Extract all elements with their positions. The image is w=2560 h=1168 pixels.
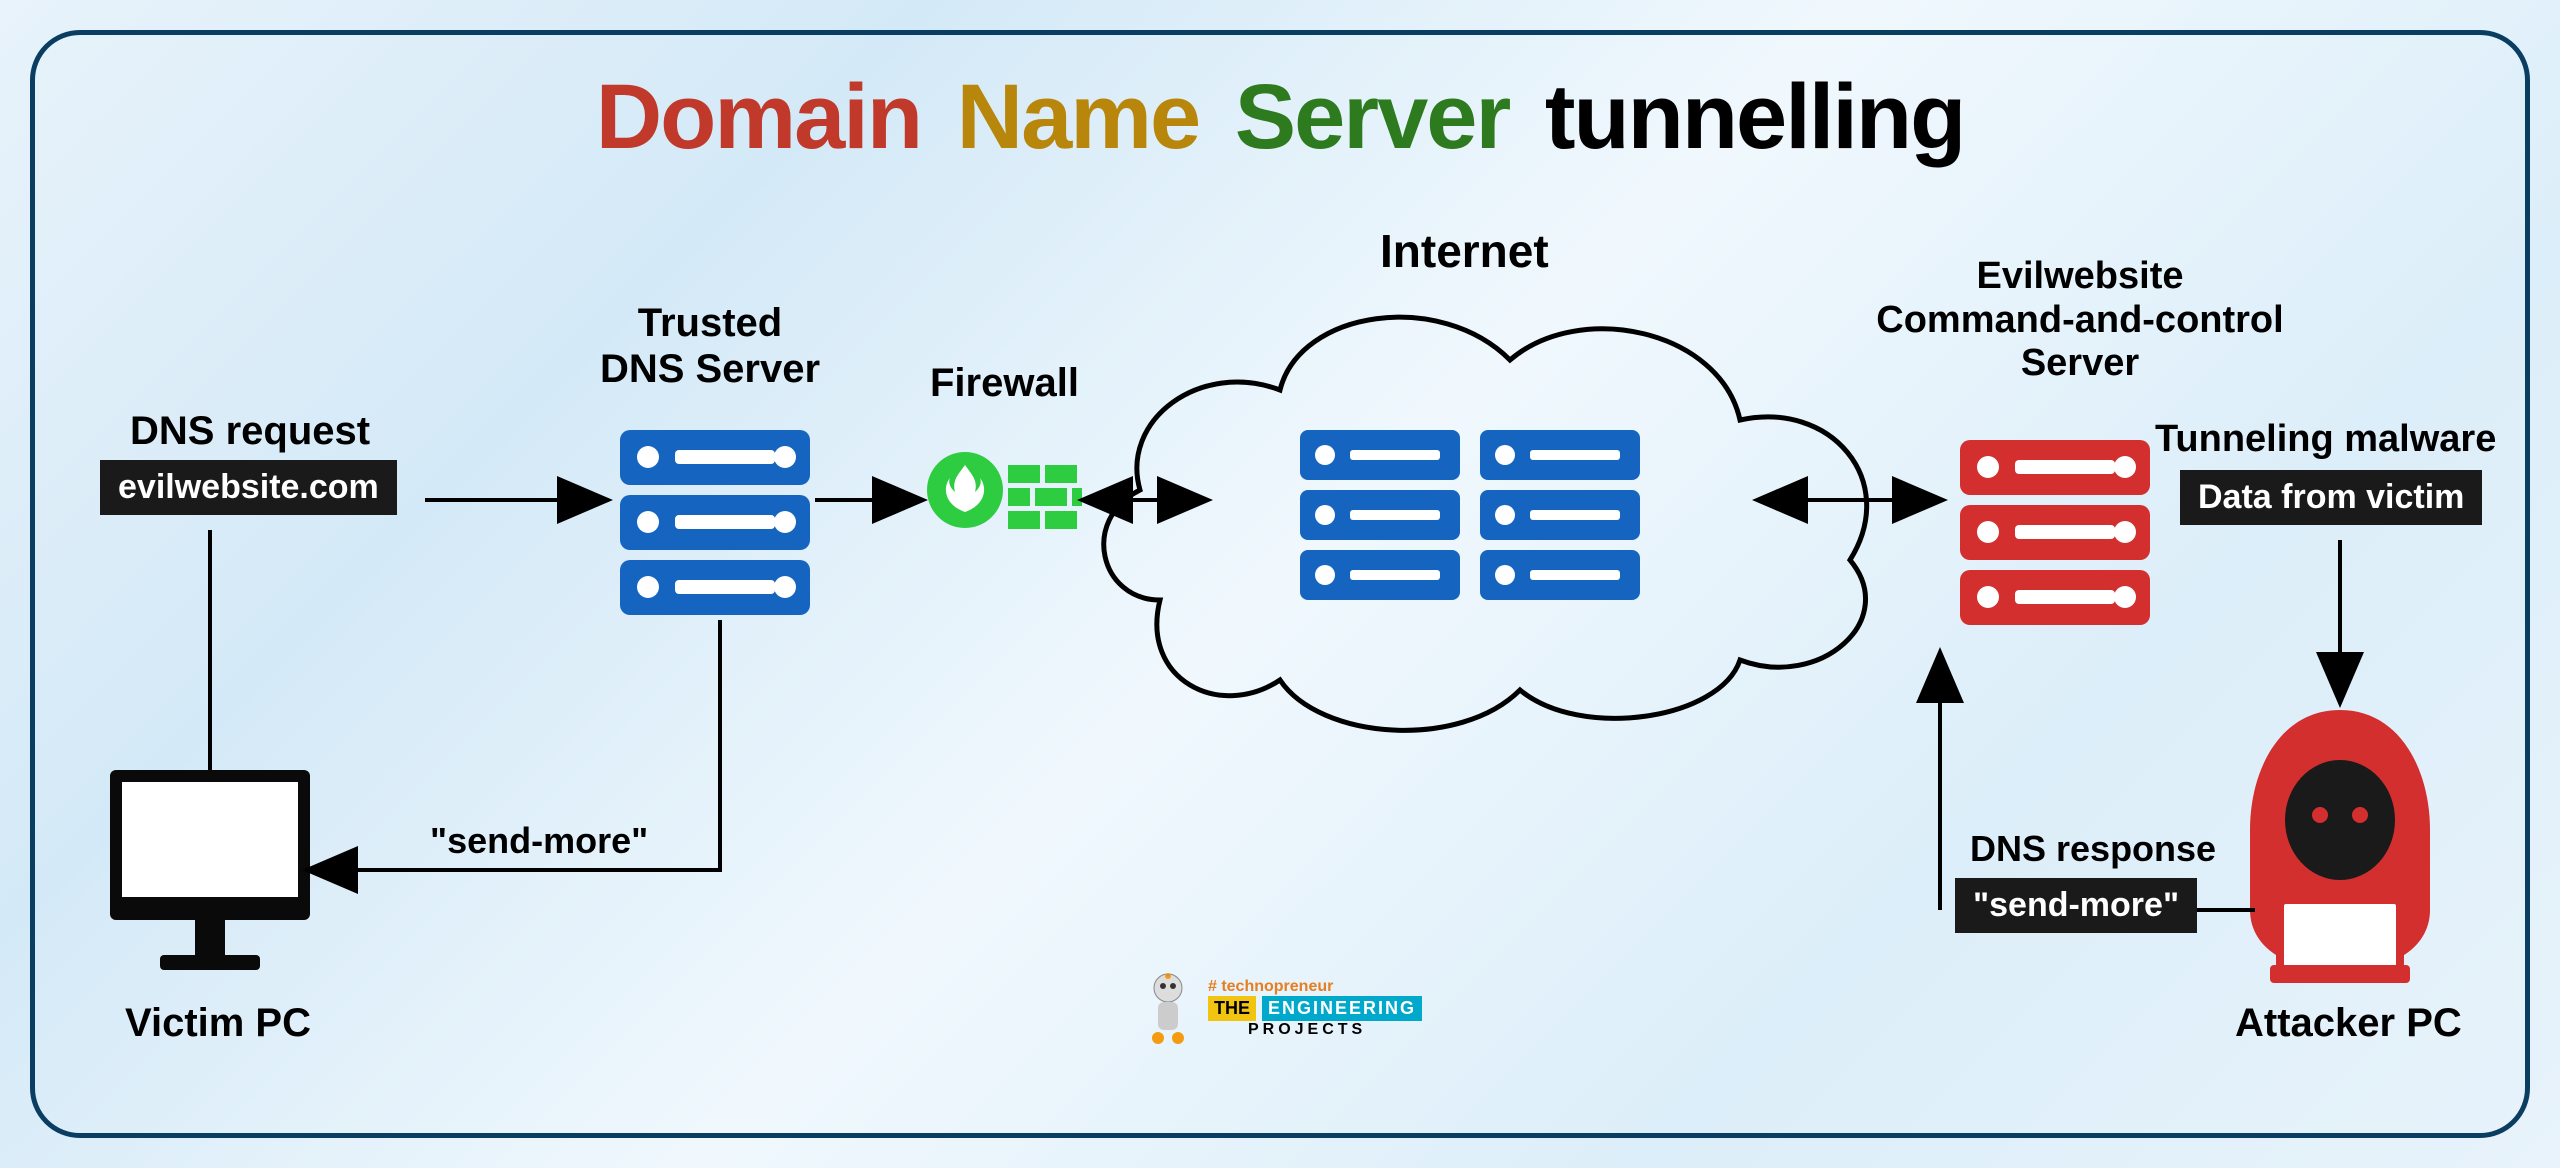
attacker-pc-label: Attacker PC <box>2235 1000 2462 1046</box>
watermark-the: THE <box>1208 996 1256 1021</box>
evil-server-label: Evilwebsite Command-and-control Server <box>1860 255 2300 386</box>
dns-request-label: DNS request <box>130 408 370 454</box>
firewall-label: Firewall <box>930 360 1079 406</box>
watermark-proj: PROJECTS <box>1248 1021 1422 1039</box>
trusted-dns-server-icon <box>620 430 810 615</box>
victim-pc-icon <box>110 770 310 970</box>
trusted-dns-label: Trusted DNS Server <box>570 300 850 392</box>
victim-pc-label: Victim PC <box>125 1000 311 1046</box>
watermark-tag: # technopreneur <box>1208 978 1422 996</box>
firewall-icon <box>927 452 1082 529</box>
attacker-pc-icon <box>2250 710 2430 983</box>
internet-servers-icon <box>1300 430 1640 600</box>
dns-response-label: DNS response <box>1970 828 2216 869</box>
watermark-robot-icon <box>1138 968 1198 1048</box>
send-more-left-label: "send-more" <box>430 820 648 862</box>
tunneling-badge: Data from victim <box>2180 470 2482 525</box>
internet-label: Internet <box>1380 225 1549 278</box>
watermark-eng: ENGINEERING <box>1262 996 1422 1021</box>
watermark: # technopreneur THE ENGINEERING PROJECTS <box>1138 968 1422 1048</box>
dns-request-badge: evilwebsite.com <box>100 460 397 515</box>
evil-server-icon <box>1960 440 2150 625</box>
tunneling-label: Tunneling malware <box>2155 418 2496 462</box>
dns-response-badge: "send-more" <box>1955 878 2197 933</box>
